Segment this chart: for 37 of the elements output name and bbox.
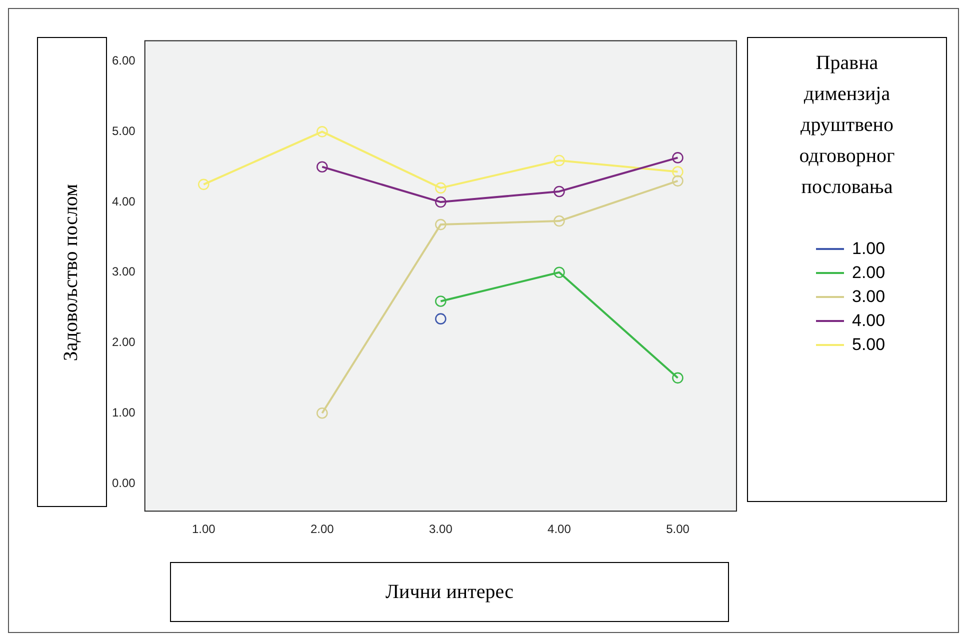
x-tick-label: 5.00 [666,522,690,536]
point [316,161,328,172]
point [672,152,684,164]
legend-title: Правна димензија друштвено одговорног пословања [798,51,896,200]
legend-label: 3.00 [852,287,886,307]
legend-label: 5.00 [852,335,886,355]
y-tick-label: 3.00 [112,264,136,279]
x-tick-label: 2.00 [310,522,334,536]
point [554,186,565,198]
point [554,266,565,278]
y-tick-label: 0.00 [112,476,136,490]
y-tick-label: 5.00 [112,124,136,138]
x-tick-label: 3.00 [429,522,453,536]
point [554,154,565,166]
point [672,166,684,178]
point [554,215,565,227]
y-tick-label: 6.00 [112,54,136,68]
point [672,372,684,384]
y-axis-title: Задовољство послом [60,183,84,361]
point [435,196,446,208]
y-tick-label: 1.00 [112,405,136,420]
point [672,175,684,187]
x-tick-label: 1.00 [192,522,216,536]
x-tick-label: 4.00 [548,522,572,536]
point [435,296,446,307]
point [198,178,210,190]
legend-label: 2.00 [852,263,886,283]
legend-label: 4.00 [852,311,886,331]
point [435,313,446,324]
legend-label: 1.00 [852,239,886,259]
point [316,126,328,138]
y-tick-label: 4.00 [112,194,136,208]
y-tick-label: 2.00 [112,335,136,350]
point [316,407,328,419]
x-axis-title: Лични интерес [170,562,729,622]
point [435,218,446,230]
point [435,182,446,194]
